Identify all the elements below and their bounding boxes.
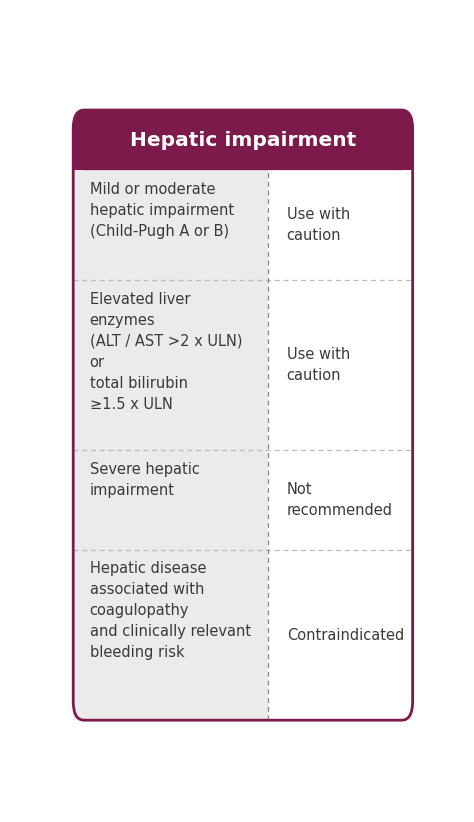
FancyBboxPatch shape	[73, 110, 413, 170]
Bar	[73, 170, 268, 280]
Bar	[73, 143, 413, 170]
Bar	[268, 450, 413, 550]
Bar	[268, 280, 413, 450]
Bar	[73, 450, 268, 550]
Text: Hepatic impairment: Hepatic impairment	[130, 131, 356, 150]
Text: Use with
caution: Use with caution	[287, 207, 350, 243]
Text: Hepatic disease
associated with
coagulopathy
and clinically relevant
bleeding ri: Hepatic disease associated with coagulop…	[90, 561, 251, 660]
Bar	[268, 170, 413, 280]
Bar	[268, 550, 413, 720]
Text: Use with
caution: Use with caution	[287, 348, 350, 383]
Text: Severe hepatic
impairment: Severe hepatic impairment	[90, 462, 200, 498]
Bar	[73, 280, 268, 450]
Text: Not
recommended: Not recommended	[287, 483, 393, 518]
Text: Contraindicated: Contraindicated	[287, 627, 404, 643]
Text: Mild or moderate
hepatic impairment
(Child-Pugh A or B): Mild or moderate hepatic impairment (Chi…	[90, 182, 234, 238]
Bar	[73, 550, 268, 720]
Text: Elevated liver
enzymes
(ALT / AST >2 x ULN)
or
total bilirubin
≥1.5 x ULN: Elevated liver enzymes (ALT / AST >2 x U…	[90, 292, 242, 412]
